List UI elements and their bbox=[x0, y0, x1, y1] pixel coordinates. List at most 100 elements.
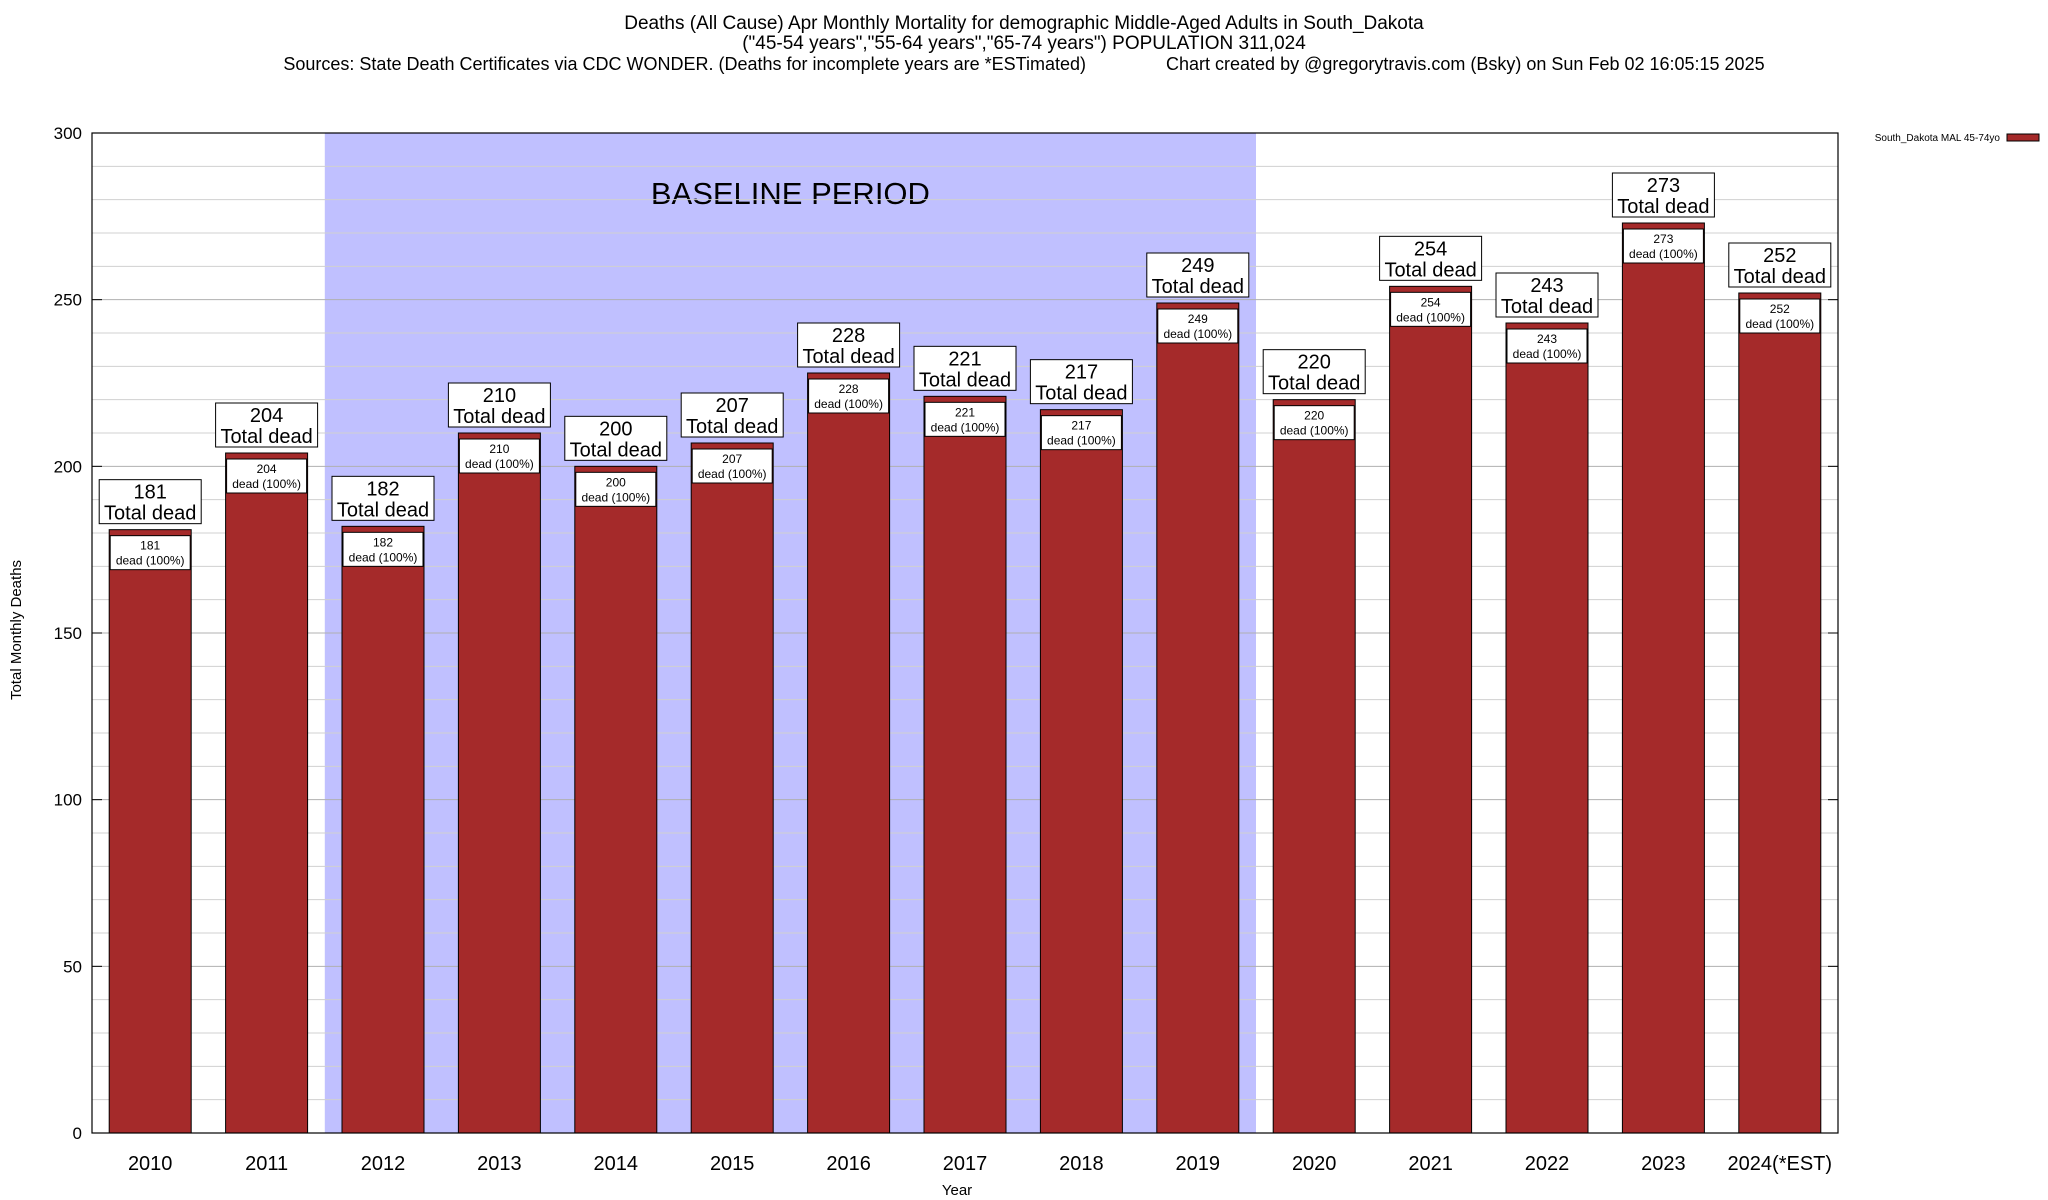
bar-total-value: 221 bbox=[948, 348, 981, 370]
bar-inner-value: 243 bbox=[1537, 332, 1557, 346]
bar-total-value: 210 bbox=[483, 385, 516, 407]
bar-inner-percent: dead (100%) bbox=[1629, 247, 1698, 261]
bar-total-text: Total dead bbox=[686, 416, 778, 438]
x-axis-label: Year bbox=[942, 1182, 972, 1199]
bar-inner-percent: dead (100%) bbox=[931, 420, 1000, 434]
bar-inner-value: 182 bbox=[373, 535, 393, 549]
bar bbox=[1389, 285, 1473, 1134]
bar-total-text: Total dead bbox=[220, 426, 312, 448]
bar-total-label-box bbox=[1611, 172, 1715, 218]
bar-inner-percent: dead (100%) bbox=[116, 554, 185, 568]
bar-total-label-box bbox=[1146, 252, 1250, 298]
x-tick-label: 2010 bbox=[128, 1153, 173, 1175]
bar-total-label-box bbox=[215, 402, 319, 448]
bar-total-text: Total dead bbox=[1734, 266, 1826, 288]
y-axis-label: Total Monthly Deaths bbox=[8, 560, 25, 700]
bar-inner-percent: dead (100%) bbox=[1745, 317, 1814, 331]
bar-total-text: Total dead bbox=[104, 503, 196, 525]
bar-total-value: 228 bbox=[832, 325, 865, 347]
bar-total-value: 217 bbox=[1065, 362, 1098, 384]
bar-total-text: Total dead bbox=[1035, 383, 1127, 405]
x-tick-label: 2020 bbox=[1292, 1153, 1337, 1175]
bar-inner-label-box bbox=[575, 471, 657, 507]
bar-inner-value: 210 bbox=[489, 442, 509, 456]
bar-total-value: 254 bbox=[1414, 238, 1447, 260]
bar bbox=[457, 432, 541, 1134]
bar-total-text: Total dead bbox=[1617, 196, 1709, 218]
bar-inner-value: 228 bbox=[839, 382, 859, 396]
x-tick-label: 2015 bbox=[710, 1153, 755, 1175]
bar bbox=[225, 452, 309, 1134]
bar-total-label-box bbox=[913, 345, 1017, 391]
legend-label: South_Dakota MAL 45-74yo bbox=[1875, 133, 2001, 144]
x-tick-label: 2019 bbox=[1176, 1153, 1221, 1175]
bar-total-text: Total dead bbox=[453, 406, 545, 428]
y-tick-label: 200 bbox=[54, 457, 82, 476]
y-tick-label: 50 bbox=[63, 957, 82, 976]
bar-total-label-box bbox=[680, 392, 784, 438]
bar-total-text: Total dead bbox=[337, 499, 429, 521]
bar bbox=[574, 465, 658, 1134]
bar-inner-label-box bbox=[1040, 415, 1122, 451]
bar-total-value: 252 bbox=[1763, 245, 1796, 267]
bar-total-value: 273 bbox=[1647, 175, 1680, 197]
bar-inner-label-box bbox=[1622, 228, 1704, 264]
x-tick-label: 2013 bbox=[477, 1153, 522, 1175]
bar-inner-percent: dead (100%) bbox=[1513, 347, 1582, 361]
bar-inner-label-box bbox=[924, 401, 1006, 437]
bar-total-text: Total dead bbox=[802, 346, 894, 368]
bar bbox=[341, 525, 425, 1134]
bar-total-label-box bbox=[564, 415, 668, 461]
bar-total-text: Total dead bbox=[1152, 276, 1244, 298]
bar-total-value: 220 bbox=[1298, 352, 1331, 374]
bar-inner-label-box bbox=[808, 378, 890, 414]
bar-inner-value: 204 bbox=[257, 462, 277, 476]
bar-total-label-box bbox=[1728, 242, 1832, 288]
bar-inner-label-box bbox=[226, 458, 308, 494]
chart-title: Deaths (All Cause) Apr Monthly Mortality… bbox=[624, 13, 1424, 34]
bar-inner-value: 220 bbox=[1304, 409, 1324, 423]
bar-inner-value: 249 bbox=[1188, 312, 1208, 326]
bar-inner-label-box bbox=[1506, 328, 1588, 364]
bar-inner-percent: dead (100%) bbox=[232, 477, 301, 491]
bar-inner-label-box bbox=[1273, 405, 1355, 441]
chart-sources: Sources: State Death Certificates via CD… bbox=[283, 54, 1765, 74]
bar-inner-label-box bbox=[342, 531, 424, 567]
bar-inner-label-box bbox=[1157, 308, 1239, 344]
bar-total-text: Total dead bbox=[1268, 373, 1360, 395]
plot-frame bbox=[91, 132, 1839, 1134]
bar-total-value: 200 bbox=[599, 418, 632, 440]
bar bbox=[1039, 409, 1123, 1134]
bar-total-value: 181 bbox=[134, 482, 167, 504]
x-tick-label: 2018 bbox=[1059, 1153, 1104, 1175]
bar-inner-percent: dead (100%) bbox=[349, 550, 418, 564]
bar-inner-label-box bbox=[458, 438, 540, 474]
baseline-label: BASELINE PERIOD bbox=[651, 176, 930, 211]
bar-total-label-box bbox=[331, 475, 435, 521]
bar-inner-label-box bbox=[109, 535, 191, 571]
bar-total-text: Total dead bbox=[1384, 259, 1476, 281]
bar-inner-value: 207 bbox=[722, 452, 742, 466]
bar-total-label-box bbox=[98, 479, 202, 525]
bar-inner-value: 181 bbox=[140, 539, 160, 553]
x-tick-label: 2011 bbox=[245, 1153, 288, 1175]
x-tick-label: 2017 bbox=[943, 1153, 988, 1175]
bar bbox=[1272, 399, 1356, 1134]
x-tick-label: 2014 bbox=[594, 1153, 639, 1175]
bar-inner-label-box bbox=[691, 448, 773, 484]
bar bbox=[807, 372, 891, 1134]
chart-subtitle: ("45-54 years","55-64 years","65-74 year… bbox=[742, 33, 1306, 54]
y-tick-label: 300 bbox=[54, 124, 82, 143]
bar-inner-value: 200 bbox=[606, 475, 626, 489]
y-tick-label: 0 bbox=[73, 1124, 82, 1143]
bar bbox=[108, 529, 192, 1134]
legend-swatch bbox=[2006, 133, 2040, 142]
bar-inner-percent: dead (100%) bbox=[698, 467, 767, 481]
y-tick-label: 250 bbox=[54, 291, 82, 310]
bar-inner-percent: dead (100%) bbox=[465, 457, 534, 471]
bar bbox=[690, 442, 774, 1134]
bar-inner-label-box bbox=[1739, 298, 1821, 334]
bar-total-value: 207 bbox=[716, 395, 749, 417]
bar-total-label-box bbox=[1495, 272, 1599, 318]
